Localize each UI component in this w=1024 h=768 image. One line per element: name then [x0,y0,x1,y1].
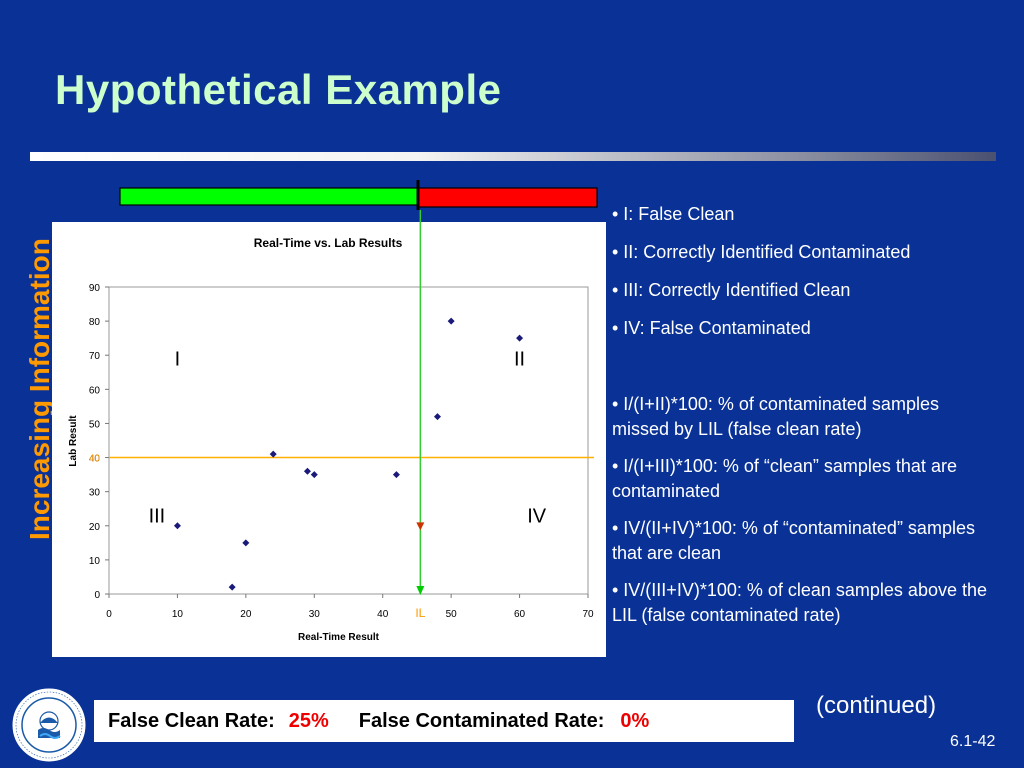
continued-label: (continued) [816,692,937,719]
x-tick-label: 70 [582,609,594,620]
bullet-item: • IV/(III+IV)*100: % of clean samples ab… [612,580,988,625]
false-clean-rate-value: 25% [288,709,329,732]
y-tick-label: 90 [89,283,101,294]
bullet-item: • I/(I+II)*100: % of contaminated sample… [612,394,939,439]
data-point [433,413,441,421]
false-clean-bar [119,187,419,206]
quadrant-label: I [175,348,181,370]
plot-area-frame [108,286,589,595]
data-point [269,450,277,458]
x-tick-label: 30 [309,609,321,620]
false-contaminated-rate-value: 0% [620,709,650,732]
data-point [516,334,524,342]
x-tick-label: 50 [446,609,458,620]
il-arrow-icon [416,586,425,595]
false-contaminated-rate-label: False Contaminated Rate: [358,709,605,732]
y-tick-label: 10 [89,556,101,567]
quadrant-label: III [149,505,166,527]
y-tick-label: 60 [89,385,101,396]
bullet-item: • III: Correctly Identified Clean [612,280,851,300]
data-point [310,471,318,479]
slide-number: 6.1-42 [950,733,996,750]
rates-bar: False Clean Rate: 25% False Contaminated… [94,700,794,742]
data-point [303,467,311,475]
y-tick-label: 20 [89,522,101,533]
data-point [228,583,236,591]
scatter-plot: Real-Time vs. Lab Results 0 10 20 30 40 50 60 70… [68,210,594,643]
il-label: IL [415,606,425,620]
x-tick-label: 10 [172,609,184,620]
y-tick-label: 40 [89,454,101,465]
x-tick-label: 20 [240,609,252,620]
y-tick-label: 50 [89,419,101,430]
bullet-item: • II: Correctly Identified Contaminated [612,242,911,262]
x-axis-label: Real-Time Result [298,632,380,643]
epa-logo-icon [11,687,87,763]
bullet-list: • I: False Clean • II: Correctly Identif… [612,202,992,640]
bullet-item: • I: False Clean [612,204,735,224]
quadrant-label: IV [527,505,547,527]
y-tick-label: 80 [89,317,101,328]
false-contaminated-bar [417,187,598,208]
data-point [392,471,400,479]
y-axis-label: Lab Result [68,415,79,467]
bullet-item: • I/(I+III)*100: % of “clean” samples th… [612,456,957,501]
x-tick-label: 0 [106,609,112,620]
quadrant-label: II [514,348,525,370]
chart-panel [52,222,606,657]
false-clean-rate-label: False Clean Rate: [108,709,275,732]
data-point [242,539,250,547]
bullet-item: • IV/(II+IV)*100: % of “contaminated” sa… [612,518,975,563]
y-tick-label: 30 [89,488,101,499]
y-tick-label: 0 [94,590,100,601]
x-tick-label: 60 [514,609,526,620]
title-divider [30,152,996,161]
bullet-item: • IV: False Contaminated [612,318,811,338]
data-point [173,522,181,530]
x-tick-label: 40 [377,609,389,620]
threshold-arrow-icon [416,522,425,531]
slide-title: Hypothetical Example [55,66,502,113]
y-tick-label: 70 [89,351,101,362]
data-point [447,317,455,325]
chart-title: Real-Time vs. Lab Results [254,236,403,250]
threshold-tick-label: 40 [89,454,101,465]
